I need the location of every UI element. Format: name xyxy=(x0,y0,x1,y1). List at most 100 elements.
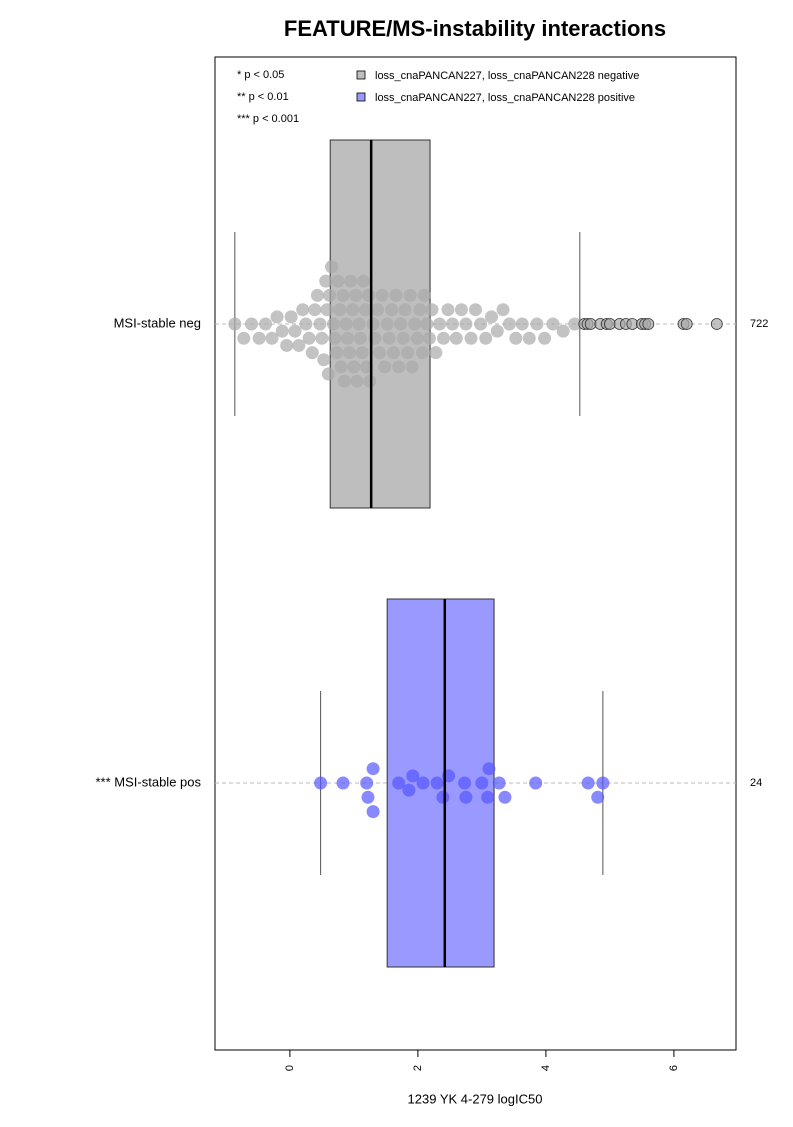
x-tick-label: 6 xyxy=(668,1065,680,1071)
data-point xyxy=(336,288,350,302)
group-count: 722 xyxy=(750,318,768,330)
data-point xyxy=(392,776,406,790)
data-point xyxy=(366,762,380,776)
data-point xyxy=(498,790,512,804)
data-point xyxy=(363,374,377,388)
data-point xyxy=(342,346,356,360)
data-point xyxy=(280,338,294,352)
data-point xyxy=(353,331,367,345)
legend-swatch xyxy=(356,70,366,80)
data-point xyxy=(398,303,412,317)
data-point xyxy=(366,805,380,819)
data-point xyxy=(408,317,422,331)
data-point xyxy=(403,288,417,302)
data-point xyxy=(492,776,506,790)
data-point xyxy=(441,303,455,317)
data-point xyxy=(350,374,364,388)
data-point xyxy=(336,776,350,790)
legend-swatch xyxy=(356,92,366,102)
data-point xyxy=(366,317,380,331)
data-point xyxy=(402,783,416,797)
data-point xyxy=(420,317,434,331)
data-point xyxy=(475,776,489,790)
data-point xyxy=(292,338,306,352)
data-point xyxy=(429,346,443,360)
data-point xyxy=(538,331,552,345)
data-point xyxy=(406,769,420,783)
data-point xyxy=(346,303,360,317)
data-point xyxy=(405,360,419,374)
data-point xyxy=(284,310,298,324)
data-point xyxy=(502,317,516,331)
data-point xyxy=(302,331,316,345)
data-point xyxy=(509,331,523,345)
data-point xyxy=(396,331,410,345)
data-point xyxy=(237,331,251,345)
data-point xyxy=(556,324,570,338)
data-point xyxy=(252,331,266,345)
data-point xyxy=(410,331,424,345)
data-point xyxy=(474,317,488,331)
x-tick-label: 2 xyxy=(412,1065,424,1071)
data-point xyxy=(490,324,504,338)
data-point xyxy=(275,324,289,338)
data-point xyxy=(347,360,361,374)
data-point xyxy=(596,776,610,790)
data-point xyxy=(339,317,353,331)
data-point xyxy=(458,776,472,790)
data-point xyxy=(265,331,279,345)
group-label: *** MSI-stable pos xyxy=(96,774,202,789)
data-point xyxy=(422,331,436,345)
group-label: MSI-stable neg xyxy=(114,315,201,330)
data-point xyxy=(496,303,510,317)
data-point xyxy=(320,303,334,317)
outlier xyxy=(642,318,655,330)
data-point xyxy=(515,317,529,331)
data-point xyxy=(481,790,495,804)
legend-label: loss_cnaPANCAN227, loss_cnaPANCAN228 pos… xyxy=(375,92,635,104)
data-point xyxy=(340,331,354,345)
data-point xyxy=(330,346,344,360)
p-value-note: * p < 0.05 xyxy=(237,69,284,81)
data-point xyxy=(375,288,389,302)
data-point xyxy=(319,274,333,288)
outlier xyxy=(680,318,693,330)
data-point xyxy=(459,317,473,331)
data-point xyxy=(296,303,310,317)
p-value-note: *** p < 0.001 xyxy=(237,113,299,125)
data-point xyxy=(313,317,327,331)
data-point xyxy=(425,303,439,317)
data-point xyxy=(259,317,273,331)
data-point xyxy=(529,776,543,790)
data-point xyxy=(334,360,348,374)
data-point xyxy=(328,331,342,345)
data-point xyxy=(344,274,358,288)
data-point xyxy=(459,790,473,804)
data-point xyxy=(392,360,406,374)
data-point xyxy=(310,288,324,302)
data-point xyxy=(337,374,351,388)
outlier xyxy=(710,318,723,330)
chart-title: FEATURE/MS-instability interactions xyxy=(284,16,666,41)
data-point xyxy=(415,346,429,360)
data-point xyxy=(358,303,372,317)
data-point xyxy=(314,776,328,790)
data-point xyxy=(436,790,450,804)
data-point xyxy=(413,303,427,317)
data-point xyxy=(299,317,313,331)
data-point xyxy=(326,317,340,331)
data-point xyxy=(356,274,370,288)
data-point xyxy=(360,776,374,790)
data-point xyxy=(482,762,496,776)
data-point xyxy=(378,360,392,374)
data-point xyxy=(485,310,499,324)
data-point xyxy=(228,317,242,331)
data-point xyxy=(445,317,459,331)
data-point xyxy=(591,790,605,804)
legend-label: loss_cnaPANCAN227, loss_cnaPANCAN228 neg… xyxy=(375,70,639,82)
group-count: 24 xyxy=(750,777,762,789)
data-point xyxy=(568,317,582,331)
x-axis-label: 1239 YK 4-279 logIC50 xyxy=(408,1091,543,1106)
data-point xyxy=(321,367,335,381)
